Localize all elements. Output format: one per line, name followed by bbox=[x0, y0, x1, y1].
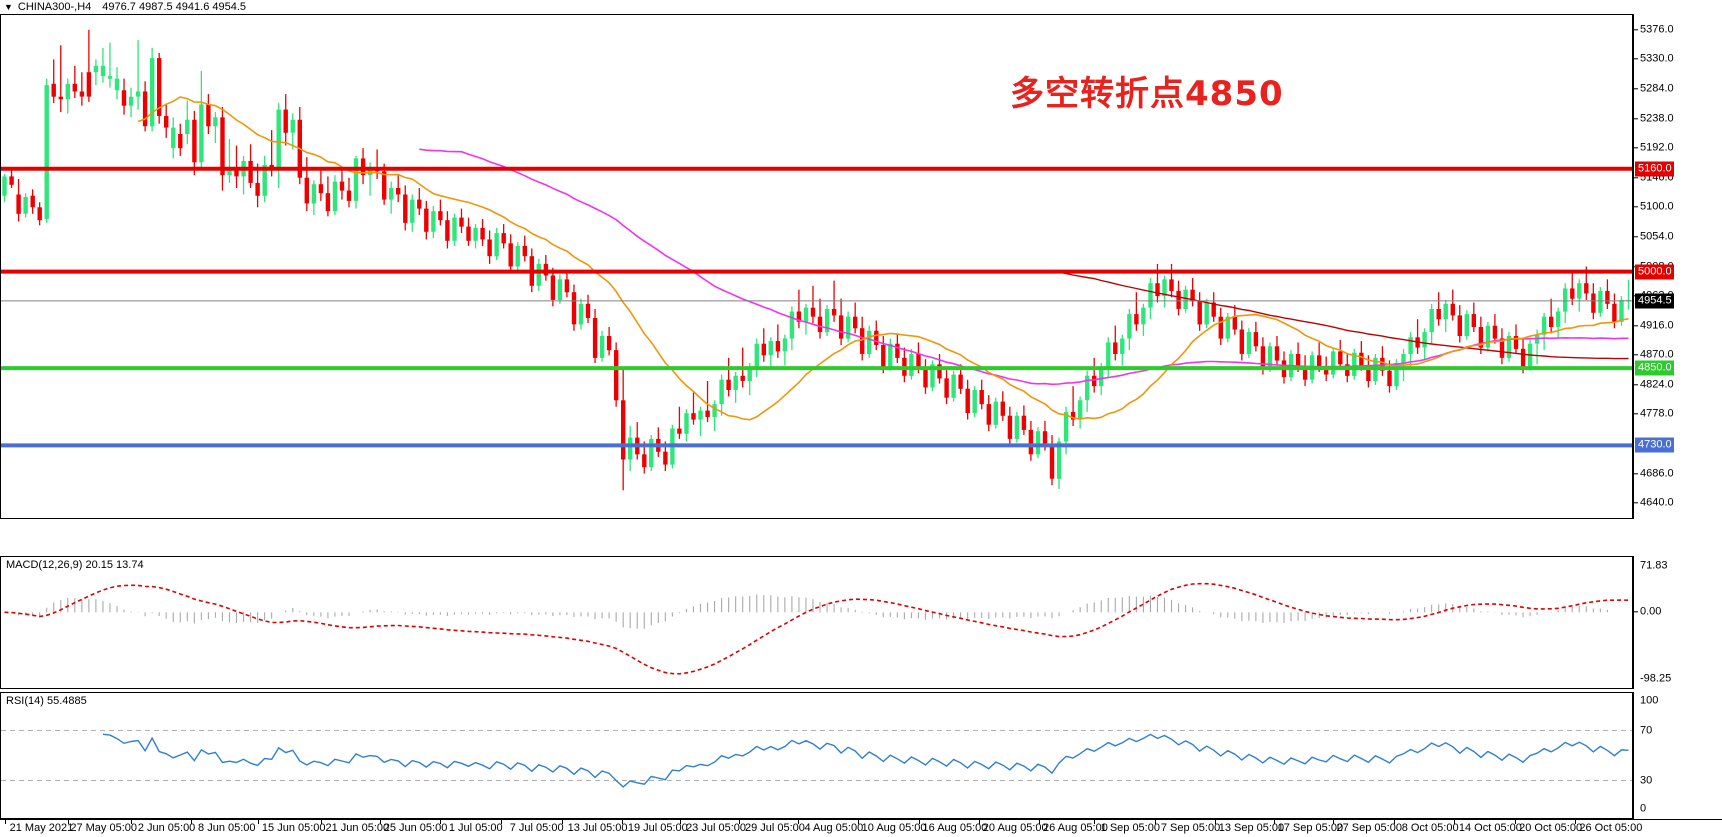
price-level-tag[interactable]: 4730.0 bbox=[1635, 437, 1674, 453]
rsi-indicator-label: RSI(14) 55.4885 bbox=[6, 695, 87, 707]
macd-tick: -98.25 bbox=[1640, 672, 1672, 685]
rsi-tick: 70 bbox=[1640, 724, 1653, 736]
time-axis-tick bbox=[561, 820, 563, 824]
macd-indicator-label: MACD(12,26,9) 20.15 13.74 bbox=[6, 559, 144, 571]
price-tick: 5238.0 bbox=[1634, 112, 1674, 124]
time-axis-label: 10 Aug 05:00 bbox=[861, 822, 927, 834]
time-axis-tick bbox=[1514, 820, 1516, 824]
time-axis-tick bbox=[621, 820, 623, 824]
time-axis-label: 16 Aug 05:00 bbox=[922, 822, 988, 834]
time-axis-tick bbox=[379, 820, 381, 824]
macd-tick: 71.83 bbox=[1640, 559, 1668, 572]
rsi-pane[interactable]: RSI(14) 55.4885 bbox=[0, 692, 1633, 819]
price-tick: 5284.0 bbox=[1634, 83, 1674, 94]
price-level-tag[interactable]: 5160.0 bbox=[1635, 161, 1674, 177]
time-axis-tick bbox=[1394, 820, 1396, 824]
time-axis-label: 29 Jul 05:00 bbox=[744, 822, 805, 834]
time-axis[interactable]: 21 May 2021 27 May 05:00 2 Jun 05:00 8 Jun … bbox=[0, 819, 1722, 837]
price-tick: 5330.0 bbox=[1634, 53, 1674, 65]
time-axis-label: 21 Jun 05:00 bbox=[325, 822, 390, 834]
time-axis-label: 1 Jul 05:00 bbox=[448, 822, 503, 834]
time-axis-tick bbox=[67, 820, 69, 824]
time-axis-label: 27 May 05:00 bbox=[70, 822, 137, 834]
time-axis-label: 2 Jun 05:00 bbox=[137, 822, 196, 834]
collapse-caret-icon[interactable]: ▼ bbox=[4, 1, 13, 12]
time-axis-label: 8 Jun 05:00 bbox=[198, 822, 256, 834]
price-tick: 4824.0 bbox=[1634, 379, 1674, 390]
time-axis-tick bbox=[797, 820, 799, 824]
price-tick: 4916.0 bbox=[1634, 319, 1674, 331]
time-axis-label: 15 Jun 05:00 bbox=[261, 822, 326, 834]
price-pane[interactable] bbox=[0, 14, 1633, 519]
time-axis-label: 4 Aug 05:00 bbox=[804, 822, 864, 834]
price-tick: 5054.0 bbox=[1634, 231, 1674, 242]
price-level-tag[interactable]: 4850.0 bbox=[1635, 360, 1674, 376]
time-axis-label: 23 Jul 05:00 bbox=[686, 822, 746, 834]
time-axis-tick bbox=[738, 820, 740, 824]
price-tick: 5192.0 bbox=[1634, 142, 1674, 153]
time-axis-tick bbox=[130, 820, 132, 824]
macd-pane[interactable]: MACD(12,26,9) 20.15 13.74 bbox=[0, 556, 1633, 689]
price-tick: 5100.0 bbox=[1634, 201, 1674, 213]
time-axis-tick bbox=[1039, 820, 1041, 824]
time-axis-tick bbox=[5, 820, 7, 824]
rsi-tick: 100 bbox=[1640, 694, 1659, 707]
rsi-tick: 0 bbox=[1640, 802, 1647, 815]
time-axis-tick bbox=[680, 820, 682, 824]
time-axis-tick bbox=[1215, 820, 1217, 824]
ohlc-values: 4976.7 4987.5 4941.6 4954.5 bbox=[102, 1, 247, 13]
time-axis-tick bbox=[979, 820, 981, 824]
time-axis-tick bbox=[1333, 820, 1335, 824]
macd-chart-canvas bbox=[4, 582, 1630, 675]
macd-tick: 0.00 bbox=[1634, 606, 1661, 618]
macd-axis[interactable]: 71.83 0.00 -98.25 bbox=[1633, 556, 1722, 689]
time-axis-tick bbox=[321, 820, 323, 824]
price-chart-canvas bbox=[1, 29, 1632, 491]
time-axis-tick bbox=[1574, 820, 1576, 824]
time-axis-label: 14 Oct 05:00 bbox=[1458, 822, 1522, 834]
time-axis-tick bbox=[1154, 820, 1156, 824]
chart-annotation-text: 多空转折点4850 bbox=[1010, 74, 1284, 114]
time-axis-tick bbox=[1094, 820, 1096, 824]
time-axis-label: 1 Sep 05:00 bbox=[1100, 822, 1160, 834]
time-axis-label: 26 Aug 05:00 bbox=[1043, 822, 1108, 834]
time-axis-label: 20 Aug 05:00 bbox=[982, 822, 1048, 834]
time-axis-label: 7 Sep 05:00 bbox=[1160, 822, 1221, 834]
time-axis-tick bbox=[439, 820, 441, 824]
price-level-tag[interactable]: 4954.5 bbox=[1635, 293, 1674, 309]
time-axis-label: 27 Sep 05:00 bbox=[1336, 822, 1402, 834]
time-axis-label: 17 Sep 05:00 bbox=[1277, 822, 1344, 834]
time-axis-tick bbox=[190, 820, 192, 824]
time-axis-tick bbox=[918, 820, 920, 824]
time-axis-label: 21 May 2021 bbox=[9, 822, 74, 834]
time-axis-label: 13 Sep 05:00 bbox=[1218, 822, 1285, 834]
price-tick: 4686.0 bbox=[1634, 467, 1674, 479]
symbol-label: CHINA300-,H4 bbox=[17, 1, 92, 13]
time-axis-tick bbox=[1274, 820, 1276, 824]
price-tick: 5146.0 bbox=[1634, 172, 1674, 183]
price-tick: 4778.0 bbox=[1634, 408, 1674, 420]
time-axis-tick bbox=[858, 820, 860, 824]
time-axis-tick bbox=[500, 820, 502, 824]
price-tick: 5376.0 bbox=[1634, 24, 1674, 35]
price-tick: 4640.0 bbox=[1634, 497, 1674, 509]
price-level-tag[interactable]: 5000.0 bbox=[1635, 264, 1674, 280]
rsi-chart-canvas bbox=[1, 730, 1632, 788]
time-axis-label: 26 Oct 05:00 bbox=[1579, 822, 1643, 834]
rsi-tick: 30 bbox=[1640, 774, 1653, 786]
time-axis-tick bbox=[257, 820, 259, 824]
price-axis[interactable]: 5376.0 5330.0 5284.0 5238.0 5192.0 5146.0 5100… bbox=[1633, 14, 1722, 519]
time-axis-label: 7 Jul 05:00 bbox=[509, 822, 564, 834]
price-tick: 4870.0 bbox=[1634, 349, 1674, 361]
rsi-axis[interactable]: 100 70 30 0 bbox=[1633, 692, 1722, 819]
time-axis-tick bbox=[1454, 820, 1456, 824]
time-axis-label: 25 Jun 05:00 bbox=[383, 822, 448, 834]
time-axis-label: 8 Oct 05:00 bbox=[1401, 822, 1459, 834]
time-axis-label: 19 Jul 05:00 bbox=[627, 822, 688, 834]
chart-header: ▼ CHINA300-,H4 4976.7 4987.5 4941.6 4954… bbox=[0, 0, 1722, 14]
time-axis-label: 20 Oct 05:00 bbox=[1519, 822, 1583, 834]
time-axis-label: 13 Jul 05:00 bbox=[567, 822, 628, 834]
